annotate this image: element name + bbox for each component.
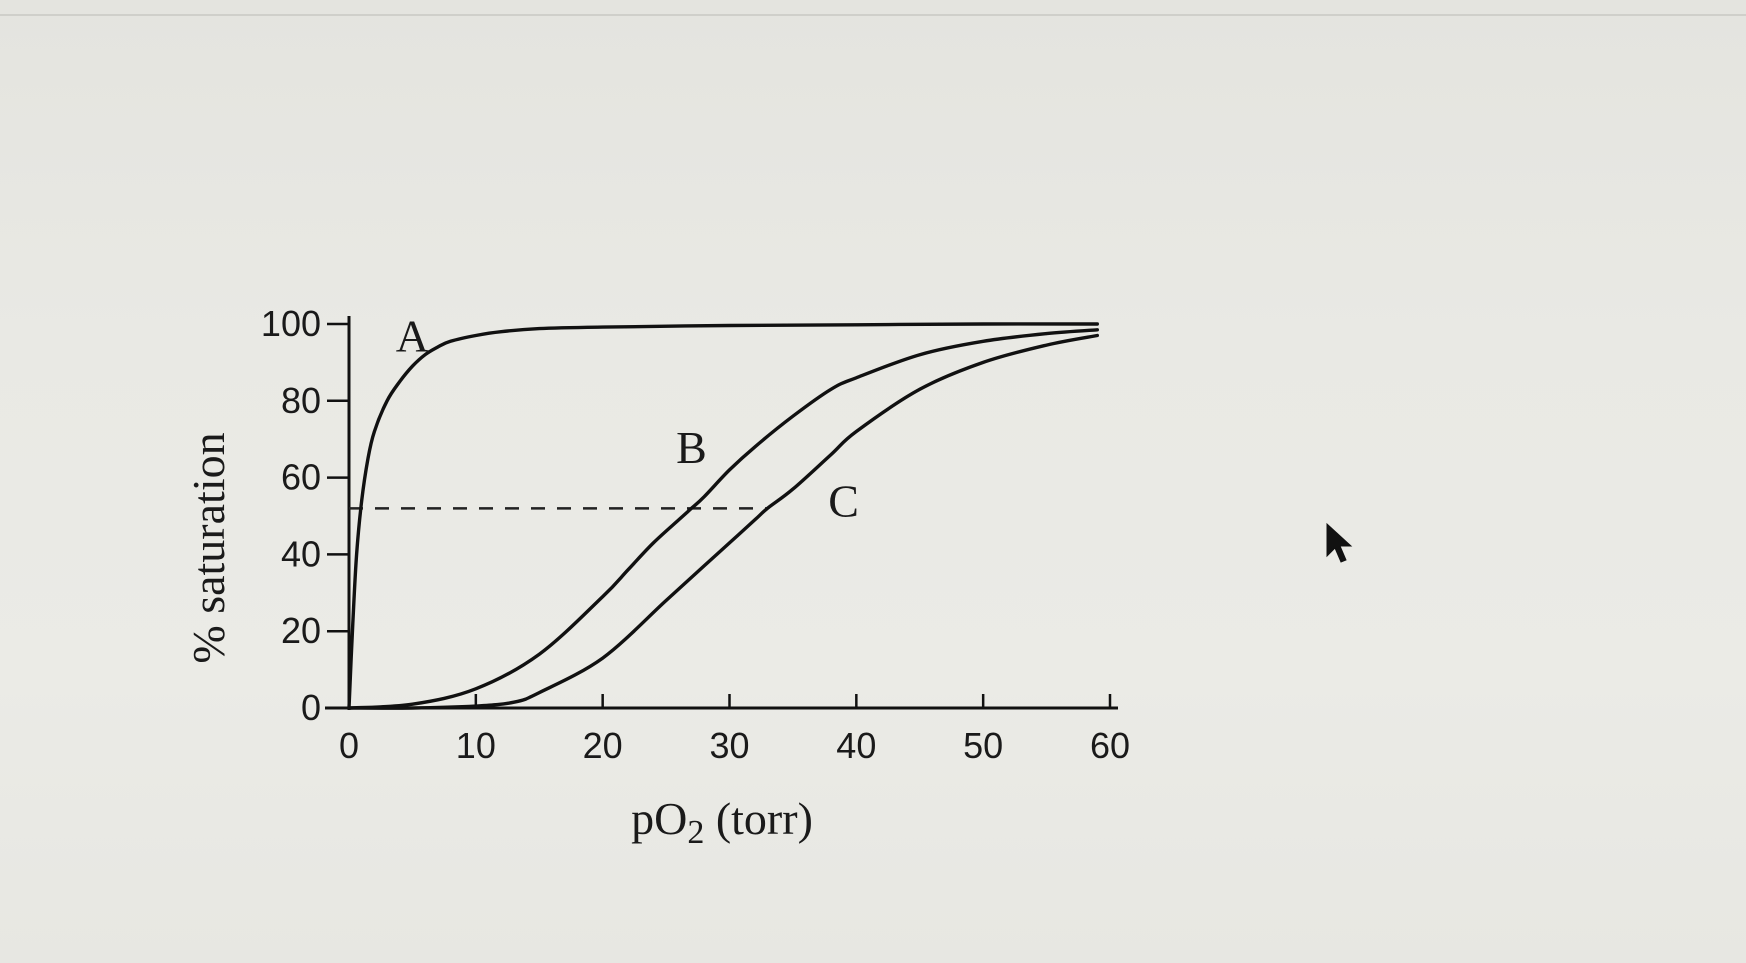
y-tick-label: 100 <box>261 303 321 344</box>
x-tick-label: 30 <box>709 725 749 766</box>
arrow-cursor-icon <box>1326 522 1353 563</box>
x-axis-title-unit: (torr) <box>704 793 813 844</box>
series-label-b: B <box>676 422 707 473</box>
x-tick-label: 10 <box>456 725 496 766</box>
x-tick-label: 20 <box>583 725 623 766</box>
y-tick-label: 20 <box>281 610 321 651</box>
y-tick-label: 0 <box>301 687 321 728</box>
x-tick-label: 50 <box>963 725 1003 766</box>
window-top-edge <box>0 14 1746 16</box>
series-label-a: A <box>396 311 429 362</box>
series-label-c: C <box>828 476 859 527</box>
x-tick-label: 0 <box>339 725 359 766</box>
x-axis-title: pO2 (torr) <box>631 793 813 851</box>
y-tick-label: 80 <box>281 380 321 421</box>
plot-area: 0 20 40 60 80 100 0 10 20 30 40 50 60 A B C <box>261 303 1130 766</box>
x-axis-title-base: pO <box>631 793 687 844</box>
y-tick-label: 40 <box>281 533 321 574</box>
x-tick-label: 60 <box>1090 725 1130 766</box>
x-axis-title-subscript: 2 <box>687 814 704 851</box>
x-tick-label: 40 <box>836 725 876 766</box>
y-axis-title: % saturation <box>183 432 234 663</box>
curve-b <box>347 328 1099 710</box>
curve-a <box>347 322 1099 710</box>
y-tick-label: 60 <box>281 457 321 498</box>
curve-c <box>347 333 1099 710</box>
